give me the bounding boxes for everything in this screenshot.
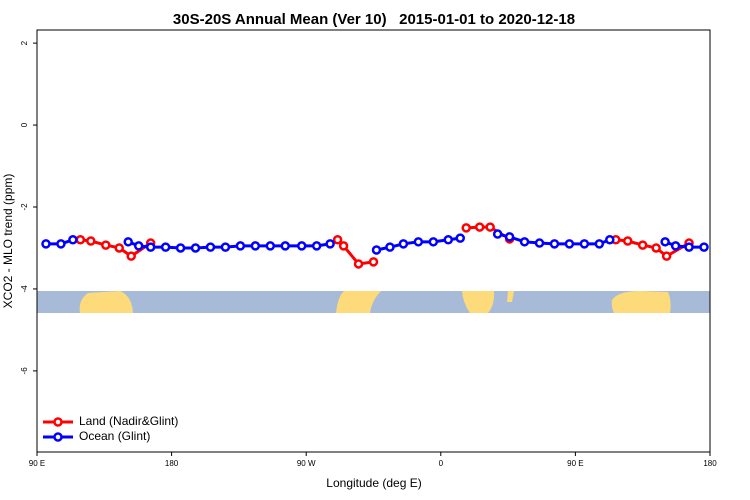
data-point [101,240,111,250]
series-line [80,225,690,266]
data-point [250,241,261,251]
data-point [311,241,322,251]
ocean-strip [37,291,710,313]
data-point [579,239,590,249]
y-tick-label: -4 [20,285,29,293]
data-point [220,242,231,252]
land-patch [462,291,495,313]
data-point [594,239,605,249]
y-tick-label: -2 [20,203,29,211]
map-strip [37,291,710,313]
land-patch [611,291,671,313]
data-point [474,222,485,232]
data-point [56,239,66,249]
data-point [443,235,454,245]
data-point [504,232,515,242]
data-point [684,242,694,252]
x-tick-label: 90 E [567,459,583,468]
land-patch [507,291,514,302]
data-point [145,242,156,252]
data-point [353,259,364,269]
x-tick-label: 90 E [29,459,45,468]
data-point [428,237,439,247]
data-point [519,237,530,247]
data-point [265,241,276,251]
data-point [670,241,681,251]
land-patch [336,291,381,313]
data-point [325,239,335,249]
data-point [190,243,201,253]
x-tick-label: 180 [703,459,717,468]
data-point [332,235,343,245]
data-point [126,251,136,261]
data-point [175,243,186,253]
data-point [133,241,144,251]
data-point [68,235,78,245]
chart-title: 30S-20S Annual Mean (Ver 10) 2015-01-01 … [173,11,575,28]
data-point [651,243,661,253]
land-patch [79,291,133,313]
data-point [413,237,424,247]
data-point [296,241,307,251]
x-tick-label: 180 [165,459,179,468]
data-point [661,251,672,261]
y-tick-label: -6 [20,367,29,375]
data-point [455,233,465,243]
legend-marker [53,417,63,427]
data-point [371,245,382,255]
data-point [41,239,51,249]
data-point [160,242,171,252]
legend-label: Land (Nadir&Glint) [79,414,178,428]
data-point [622,236,633,246]
y-tick-label: 0 [20,122,29,127]
data-point [114,243,125,253]
legend-label: Ocean (Glint) [79,429,150,443]
data-point [461,223,471,233]
data-point [534,238,545,248]
plot-box [36,29,711,453]
data-point [385,242,395,252]
data-point [280,241,291,251]
data-point [699,242,709,252]
data-point [549,239,560,249]
x-tick-label: 90 W [297,459,316,468]
data-point [338,241,349,251]
legend-marker [53,432,63,442]
x-axis-label: Longitude (deg E) [326,476,421,490]
data-point [235,241,246,251]
data-point [398,239,409,249]
data-point [75,235,86,245]
y-tick-label: 2 [20,40,29,45]
y-axis-label: XCO2 - MLO trend (ppm) [1,174,15,309]
data-point [564,239,575,249]
data-point [123,237,133,247]
data-point [660,237,670,247]
data-point [605,235,615,245]
data-point [492,229,503,239]
data-point [86,236,96,246]
data-point [485,222,495,232]
x-tick-label: 0 [439,459,444,468]
data-point [205,242,216,252]
data-point [368,257,379,267]
data-point [637,240,648,250]
